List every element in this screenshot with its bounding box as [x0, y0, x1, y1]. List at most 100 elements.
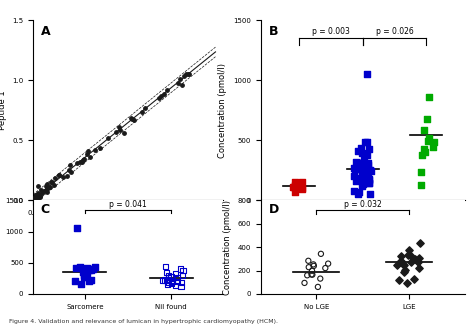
Point	[164, 277, 171, 282]
Point	[165, 277, 173, 282]
Point	[350, 174, 357, 179]
Point	[395, 278, 403, 283]
Point	[32, 192, 39, 198]
Point	[80, 274, 88, 279]
Point	[165, 280, 173, 286]
Point	[410, 277, 418, 282]
Point	[81, 156, 88, 162]
Point	[363, 71, 371, 77]
Point	[116, 124, 123, 130]
Point	[128, 115, 135, 120]
Point	[310, 262, 317, 267]
Point	[83, 270, 91, 276]
Point	[43, 190, 50, 195]
Point	[411, 257, 419, 262]
Point	[161, 92, 168, 97]
Point	[35, 190, 42, 196]
Point	[179, 268, 187, 273]
Point	[59, 174, 66, 180]
Point	[46, 185, 54, 190]
Point	[80, 273, 88, 278]
Text: p = 0.041: p = 0.041	[109, 200, 147, 209]
Point	[37, 187, 45, 193]
Point	[33, 196, 40, 201]
Point	[317, 276, 324, 281]
Point	[30, 196, 38, 202]
Point	[77, 281, 85, 287]
Point	[43, 181, 51, 187]
Point	[79, 269, 87, 275]
Point	[401, 267, 409, 272]
Text: p = 0.003: p = 0.003	[312, 27, 350, 36]
Point	[352, 159, 360, 164]
Point	[355, 192, 362, 197]
Point	[366, 192, 374, 197]
Point	[351, 165, 358, 170]
Point	[91, 265, 99, 270]
Point	[91, 148, 99, 153]
Point	[65, 167, 73, 172]
Point	[314, 284, 322, 290]
X-axis label: Peptide 2: Peptide 2	[108, 222, 148, 231]
Y-axis label: Concentration (pmol/l): Concentration (pmol/l)	[223, 200, 232, 295]
Point	[420, 146, 428, 152]
Point	[163, 270, 170, 275]
Point	[360, 157, 367, 163]
Point	[35, 184, 42, 189]
Point	[67, 170, 75, 175]
Point	[299, 179, 306, 185]
Point	[173, 275, 181, 280]
Point	[396, 260, 403, 265]
Point	[155, 96, 163, 101]
Point	[164, 88, 171, 93]
Point	[421, 127, 428, 133]
Point	[303, 273, 311, 278]
Point	[417, 169, 425, 175]
Point	[365, 177, 373, 182]
Point	[96, 145, 104, 151]
Point	[159, 278, 166, 283]
Point	[361, 166, 368, 171]
Point	[359, 169, 366, 175]
Point	[32, 193, 40, 199]
Point	[365, 180, 373, 185]
Point	[430, 140, 438, 145]
Point	[363, 177, 370, 182]
Point	[36, 194, 44, 199]
Point	[321, 266, 329, 271]
Point	[362, 170, 370, 175]
Point	[356, 189, 363, 194]
Point	[365, 176, 373, 182]
Point	[359, 181, 367, 187]
Point	[63, 173, 70, 179]
Text: A: A	[41, 25, 50, 38]
Point	[44, 185, 51, 190]
Point	[176, 76, 183, 82]
Point	[55, 172, 63, 177]
Point	[72, 266, 80, 271]
Point	[362, 140, 369, 145]
Point	[415, 265, 422, 271]
Text: Figure 4. Validation and relevance of lumican in hypertrophic cardiomyopathy (HC: Figure 4. Validation and relevance of lu…	[9, 319, 279, 324]
Point	[359, 168, 366, 174]
Point	[357, 146, 365, 151]
Point	[83, 152, 91, 157]
Point	[353, 177, 361, 183]
Point	[425, 95, 432, 100]
Point	[355, 160, 363, 165]
Point	[308, 272, 315, 277]
Point	[364, 166, 372, 171]
Point	[90, 267, 97, 272]
Point	[50, 182, 58, 187]
Point	[403, 280, 411, 286]
Point	[130, 117, 137, 122]
Point	[393, 263, 401, 268]
Point	[32, 192, 39, 197]
Point	[44, 185, 51, 190]
Point	[172, 283, 179, 289]
Text: p = 0.032: p = 0.032	[344, 199, 382, 208]
Point	[308, 268, 316, 274]
Point	[85, 278, 92, 283]
Point	[367, 168, 375, 174]
Point	[360, 170, 368, 176]
